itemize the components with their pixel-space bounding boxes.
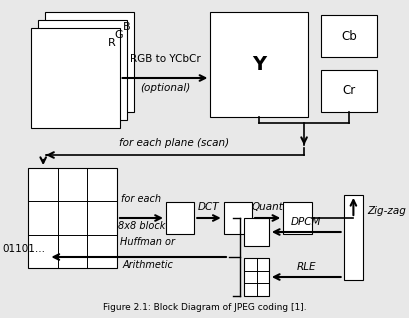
Text: DCT: DCT (198, 202, 220, 212)
Bar (38, 20, 127, 120)
Bar (321, 15, 377, 57)
Bar (244, 258, 269, 296)
Bar (244, 218, 269, 246)
Text: B: B (123, 22, 130, 32)
Bar (210, 12, 308, 117)
Bar (166, 202, 194, 234)
Bar (28, 168, 117, 268)
Text: Figure 2.1: Block Diagram of JPEG coding [1].: Figure 2.1: Block Diagram of JPEG coding… (103, 303, 307, 312)
Bar (321, 70, 377, 112)
Text: 01101...: 01101... (3, 244, 46, 254)
Text: Arithmetic: Arithmetic (122, 260, 173, 270)
Text: Cb: Cb (341, 30, 357, 43)
Text: for each plane (scan): for each plane (scan) (119, 138, 229, 148)
Text: Cr: Cr (342, 85, 355, 98)
Text: RLE: RLE (297, 262, 316, 272)
Text: Huffman or: Huffman or (120, 237, 175, 247)
Bar (45, 12, 134, 112)
Bar (344, 195, 363, 280)
Text: Quant: Quant (252, 202, 283, 212)
Text: (optional): (optional) (140, 83, 190, 93)
Text: RGB to YCbCr: RGB to YCbCr (130, 54, 200, 64)
Bar (31, 28, 119, 128)
Text: DPCM: DPCM (291, 217, 321, 227)
Text: Y: Y (252, 55, 266, 74)
Bar (224, 202, 252, 234)
Text: Zig-zag: Zig-zag (368, 206, 407, 217)
Bar (283, 202, 312, 234)
Text: for each: for each (121, 194, 162, 204)
Text: R: R (108, 38, 116, 48)
Text: 8x8 block: 8x8 block (118, 221, 165, 231)
Text: G: G (115, 30, 123, 40)
